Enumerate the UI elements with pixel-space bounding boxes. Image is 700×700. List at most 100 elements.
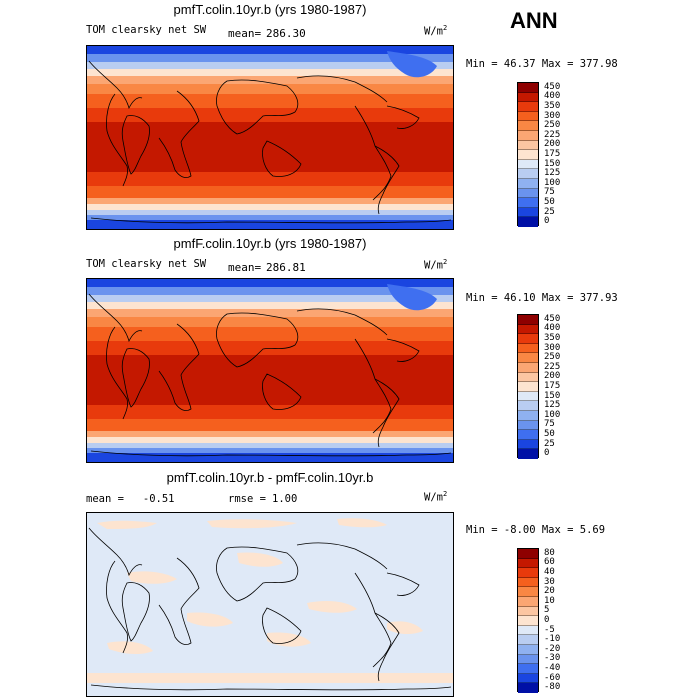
- panel-3-map: [86, 512, 454, 697]
- colorbar-swatch: [518, 178, 538, 189]
- colorbar-tick-label: 175: [544, 149, 561, 159]
- panel-3-mean: mean = -0.51: [86, 493, 175, 505]
- colorbar-swatch: [518, 111, 538, 122]
- colorbar-tick-label: 75: [544, 187, 555, 198]
- colorbar-tick-label: 200: [544, 371, 561, 382]
- panel-2-field-label: TOM clearsky net SW: [86, 258, 207, 270]
- panel-1-mean-value: 286.30: [266, 27, 306, 40]
- colorbar-tick-label: 350: [544, 101, 561, 111]
- panel-2-map: [86, 278, 454, 463]
- colorbar-tick-label: 250: [544, 120, 561, 131]
- colorbar-tick-label: -20: [544, 643, 561, 654]
- panel-1-colorbar: [517, 82, 539, 227]
- colorbar-swatch: [518, 401, 538, 411]
- colorbar-swatch: [518, 140, 538, 151]
- colorbar-tick-label: 300: [544, 342, 561, 353]
- colorbar-swatch: [518, 315, 538, 325]
- colorbar-tick-label: 450: [544, 81, 561, 92]
- panel-3-colorbar: [517, 548, 539, 693]
- colorbar-swatch: [518, 683, 538, 693]
- colorbar-tick-label: 150: [544, 158, 561, 169]
- colorbar-tick-label: 50: [544, 429, 555, 439]
- colorbar-swatch: [518, 353, 538, 363]
- colorbar-tick-label: 150: [544, 390, 561, 401]
- colorbar-tick-label: -80: [544, 682, 561, 693]
- colorbar-swatch: [518, 644, 538, 655]
- colorbar-tick-label: 25: [544, 438, 555, 449]
- colorbar-tick-label: 75: [544, 419, 555, 430]
- colorbar-swatch: [518, 324, 538, 335]
- colorbar-tick-label: -60: [544, 672, 561, 683]
- panel-3-rmse-value: 1.00: [272, 493, 298, 505]
- colorbar-tick-label: 400: [544, 91, 561, 102]
- colorbar-swatch: [518, 362, 538, 373]
- panel-2-mean-label: mean=: [228, 261, 262, 274]
- colorbar-tick-label: 0: [544, 216, 550, 227]
- colorbar-tick-label: 50: [544, 197, 555, 207]
- colorbar-swatch: [518, 410, 538, 421]
- colorbar-tick-label: 350: [544, 333, 561, 343]
- colorbar-swatch: [518, 372, 538, 383]
- colorbar-swatch: [518, 596, 538, 607]
- colorbar-swatch: [518, 121, 538, 131]
- panel-1-title: pmfT.colin.10yr.b (yrs 1980-1987): [173, 2, 367, 17]
- colorbar-swatch: [518, 449, 538, 459]
- panel-2-mean-value: 286.81: [266, 261, 306, 274]
- panel-1-field-label: TOM clearsky net SW: [86, 24, 207, 36]
- colorbar-swatch: [518, 577, 538, 588]
- panel-3-rmse-label: rmse =: [228, 493, 266, 505]
- panel-1-map: [86, 45, 454, 230]
- panel-3-minmax: Min = -8.00 Max = 5.69: [466, 524, 606, 536]
- colorbar-tick-label: 10: [544, 595, 555, 606]
- colorbar-swatch: [518, 169, 538, 179]
- colorbar-tick-label: 80: [544, 547, 555, 558]
- colorbar-swatch: [518, 382, 538, 392]
- colorbar-tick-label: 125: [544, 400, 561, 411]
- colorbar-tick-label: 40: [544, 567, 555, 577]
- colorbar-swatch: [518, 430, 538, 440]
- colorbar-swatch: [518, 130, 538, 141]
- colorbar-swatch: [518, 558, 538, 569]
- colorbar-swatch: [518, 616, 538, 626]
- colorbar-tick-label: 400: [544, 323, 561, 334]
- colorbar-swatch: [518, 568, 538, 578]
- colorbar-tick-label: -5: [544, 624, 555, 635]
- colorbar-tick-label: 60: [544, 557, 555, 568]
- colorbar-tick-label: -30: [544, 653, 561, 664]
- colorbar-swatch: [518, 150, 538, 160]
- colorbar-swatch: [518, 549, 538, 559]
- colorbar-swatch: [518, 654, 538, 665]
- colorbar-swatch: [518, 343, 538, 354]
- panel-3-units: W/m2: [424, 490, 448, 504]
- colorbar-swatch: [518, 198, 538, 208]
- colorbar-swatch: [518, 334, 538, 344]
- colorbar-swatch: [518, 673, 538, 684]
- panel-1-mean-label: mean=: [228, 27, 262, 40]
- colorbar-tick-label: 225: [544, 361, 561, 372]
- panel-2-colorbar: [517, 314, 539, 459]
- colorbar-swatch: [518, 625, 538, 636]
- panel-1-minmax: Min = 46.37 Max = 377.98: [466, 58, 618, 70]
- colorbar-swatch: [518, 159, 538, 170]
- panel-3-title: pmfT.colin.10yr.b - pmfF.colin.10yr.b: [166, 470, 374, 485]
- season-label: ANN: [510, 8, 558, 33]
- colorbar-tick-label: 5: [544, 605, 550, 616]
- colorbar-swatch: [518, 102, 538, 112]
- colorbar-tick-label: 175: [544, 381, 561, 391]
- colorbar-tick-label: 0: [544, 448, 550, 459]
- colorbar-swatch: [518, 92, 538, 103]
- colorbar-tick-label: -10: [544, 634, 561, 645]
- colorbar-swatch: [518, 207, 538, 218]
- colorbar-tick-label: 100: [544, 177, 561, 188]
- colorbar-tick-label: 30: [544, 576, 555, 587]
- colorbar-tick-label: 100: [544, 409, 561, 420]
- colorbar-swatch: [518, 420, 538, 431]
- panel-2-title: pmfF.colin.10yr.b (yrs 1980-1987): [173, 236, 367, 251]
- colorbar-swatch: [518, 664, 538, 674]
- colorbar-tick-label: 300: [544, 110, 561, 121]
- colorbar-tick-label: 200: [544, 139, 561, 150]
- colorbar-swatch: [518, 587, 538, 597]
- colorbar-swatch: [518, 188, 538, 199]
- colorbar-tick-label: 25: [544, 206, 555, 217]
- panel-2-units: W/m2: [424, 258, 448, 272]
